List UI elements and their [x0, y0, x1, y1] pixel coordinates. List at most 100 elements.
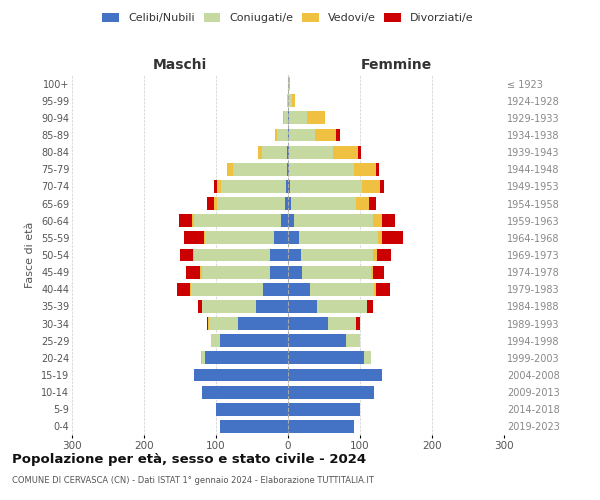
Bar [286, 180, 288, 193]
Bar [270, 266, 288, 278]
Bar [288, 146, 289, 158]
Bar [209, 317, 238, 330]
Bar [221, 180, 286, 193]
Bar [294, 214, 373, 227]
Legend: Celibi/Nubili, Coniugati/e, Vedovi/e, Divorziati/e: Celibi/Nubili, Coniugati/e, Vedovi/e, Di… [98, 8, 478, 28]
Bar [287, 146, 288, 158]
Bar [371, 266, 373, 278]
Bar [288, 352, 364, 364]
Bar [214, 180, 217, 193]
Bar [378, 232, 382, 244]
Text: Popolazione per età, sesso e stato civile - 2024: Popolazione per età, sesso e stato civil… [12, 452, 366, 466]
Bar [332, 146, 358, 158]
Bar [362, 180, 380, 193]
Bar [275, 128, 277, 141]
Bar [206, 317, 208, 330]
Bar [380, 180, 384, 193]
Text: Maschi: Maschi [153, 58, 207, 71]
Bar [356, 197, 368, 210]
Bar [376, 163, 379, 175]
Bar [288, 112, 289, 124]
Bar [277, 128, 288, 141]
Bar [227, 163, 233, 175]
Bar [373, 248, 377, 262]
Bar [201, 352, 202, 364]
Bar [287, 163, 288, 175]
Bar [382, 232, 403, 244]
Bar [292, 94, 295, 107]
Bar [217, 197, 285, 210]
Bar [376, 283, 390, 296]
Bar [211, 334, 220, 347]
Bar [377, 248, 391, 262]
Bar [192, 214, 194, 227]
Bar [364, 352, 371, 364]
Bar [289, 128, 314, 141]
Bar [205, 352, 288, 364]
Bar [238, 317, 288, 330]
Bar [220, 420, 288, 433]
Bar [186, 266, 200, 278]
Bar [288, 283, 310, 296]
Bar [314, 128, 336, 141]
Bar [180, 248, 193, 262]
Bar [285, 197, 288, 210]
Bar [193, 248, 194, 262]
Bar [202, 352, 205, 364]
Bar [336, 128, 340, 141]
Bar [233, 163, 287, 175]
Bar [288, 334, 346, 347]
Bar [288, 317, 328, 330]
Bar [354, 163, 376, 175]
Y-axis label: Fasce di età: Fasce di età [25, 222, 35, 288]
Bar [179, 214, 192, 227]
Bar [358, 146, 361, 158]
Text: Femmine: Femmine [361, 58, 431, 71]
Bar [214, 197, 217, 210]
Bar [367, 300, 373, 313]
Bar [194, 214, 281, 227]
Bar [202, 300, 256, 313]
Bar [289, 163, 354, 175]
Bar [263, 283, 288, 296]
Bar [206, 197, 214, 210]
Bar [281, 214, 288, 227]
Bar [307, 112, 325, 124]
Bar [202, 266, 270, 278]
Bar [288, 232, 299, 244]
Bar [177, 283, 190, 296]
Bar [288, 163, 289, 175]
Bar [216, 403, 288, 415]
Bar [190, 283, 191, 296]
Bar [194, 368, 288, 382]
Bar [184, 232, 204, 244]
Bar [204, 232, 205, 244]
Bar [368, 197, 376, 210]
Bar [346, 334, 360, 347]
Bar [208, 317, 209, 330]
Bar [262, 146, 287, 158]
Bar [374, 283, 376, 296]
Bar [373, 266, 384, 278]
Bar [259, 146, 262, 158]
Bar [302, 266, 371, 278]
Bar [301, 248, 373, 262]
Bar [289, 77, 290, 90]
Bar [200, 266, 202, 278]
Bar [310, 283, 374, 296]
Bar [288, 214, 294, 227]
Bar [382, 214, 395, 227]
Bar [328, 317, 356, 330]
Bar [299, 232, 378, 244]
Bar [220, 334, 288, 347]
Bar [289, 146, 332, 158]
Bar [288, 180, 290, 193]
Bar [291, 197, 356, 210]
Bar [287, 94, 288, 107]
Bar [373, 214, 382, 227]
Bar [202, 386, 288, 398]
Bar [290, 180, 362, 193]
Bar [270, 248, 288, 262]
Bar [288, 128, 289, 141]
Bar [274, 232, 288, 244]
